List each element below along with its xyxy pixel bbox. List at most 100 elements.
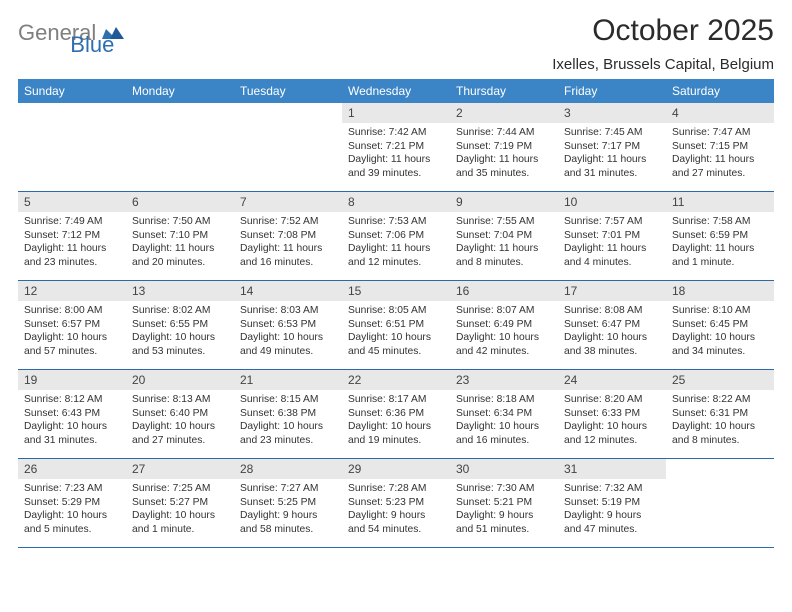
day-cell: 8Sunrise: 7:53 AMSunset: 7:06 PMDaylight… xyxy=(342,192,450,280)
sunset-text: Sunset: 5:23 PM xyxy=(348,496,444,510)
day-number: 24 xyxy=(558,370,666,390)
dow-mon: Monday xyxy=(126,79,234,103)
sunrise-text: Sunrise: 8:20 AM xyxy=(564,393,660,407)
daylight-text: and 31 minutes. xyxy=(24,434,120,448)
daylight-text: and 42 minutes. xyxy=(456,345,552,359)
day-body xyxy=(126,123,234,130)
sunset-text: Sunset: 6:47 PM xyxy=(564,318,660,332)
daylight-text: and 35 minutes. xyxy=(456,167,552,181)
header: General Blue October 2025 Ixelles, Bruss… xyxy=(18,14,774,73)
day-number: 12 xyxy=(18,281,126,301)
daylight-text: and 49 minutes. xyxy=(240,345,336,359)
daylight-text: Daylight: 10 hours xyxy=(564,420,660,434)
sunrise-text: Sunrise: 8:07 AM xyxy=(456,304,552,318)
day-number: 16 xyxy=(450,281,558,301)
day-number: 31 xyxy=(558,459,666,479)
daylight-text: Daylight: 10 hours xyxy=(348,420,444,434)
day-cell: 1Sunrise: 7:42 AMSunset: 7:21 PMDaylight… xyxy=(342,103,450,191)
day-body: Sunrise: 8:00 AMSunset: 6:57 PMDaylight:… xyxy=(18,301,126,362)
brand-blue: Blue xyxy=(70,32,114,58)
sunrise-text: Sunrise: 7:57 AM xyxy=(564,215,660,229)
daylight-text: and 27 minutes. xyxy=(132,434,228,448)
day-cell: 3Sunrise: 7:45 AMSunset: 7:17 PMDaylight… xyxy=(558,103,666,191)
sunset-text: Sunset: 7:08 PM xyxy=(240,229,336,243)
daylight-text: and 39 minutes. xyxy=(348,167,444,181)
sunset-text: Sunset: 6:57 PM xyxy=(24,318,120,332)
day-cell: 30Sunrise: 7:30 AMSunset: 5:21 PMDayligh… xyxy=(450,459,558,547)
sunrise-text: Sunrise: 8:12 AM xyxy=(24,393,120,407)
day-body: Sunrise: 8:18 AMSunset: 6:34 PMDaylight:… xyxy=(450,390,558,451)
daylight-text: and 8 minutes. xyxy=(672,434,768,448)
sunset-text: Sunset: 6:49 PM xyxy=(456,318,552,332)
day-body xyxy=(18,123,126,130)
day-body: Sunrise: 8:15 AMSunset: 6:38 PMDaylight:… xyxy=(234,390,342,451)
daylight-text: and 23 minutes. xyxy=(240,434,336,448)
day-cell xyxy=(18,103,126,191)
sunset-text: Sunset: 5:19 PM xyxy=(564,496,660,510)
day-body: Sunrise: 7:47 AMSunset: 7:15 PMDaylight:… xyxy=(666,123,774,184)
day-cell: 7Sunrise: 7:52 AMSunset: 7:08 PMDaylight… xyxy=(234,192,342,280)
day-body: Sunrise: 7:50 AMSunset: 7:10 PMDaylight:… xyxy=(126,212,234,273)
daylight-text: Daylight: 11 hours xyxy=(240,242,336,256)
daylight-text: and 51 minutes. xyxy=(456,523,552,537)
daylight-text: Daylight: 10 hours xyxy=(132,331,228,345)
daylight-text: Daylight: 10 hours xyxy=(240,420,336,434)
sunrise-text: Sunrise: 7:28 AM xyxy=(348,482,444,496)
daylight-text: and 16 minutes. xyxy=(456,434,552,448)
sunrise-text: Sunrise: 7:30 AM xyxy=(456,482,552,496)
day-cell: 26Sunrise: 7:23 AMSunset: 5:29 PMDayligh… xyxy=(18,459,126,547)
daylight-text: Daylight: 10 hours xyxy=(24,420,120,434)
day-cell: 21Sunrise: 8:15 AMSunset: 6:38 PMDayligh… xyxy=(234,370,342,458)
day-cell: 9Sunrise: 7:55 AMSunset: 7:04 PMDaylight… xyxy=(450,192,558,280)
day-cell: 20Sunrise: 8:13 AMSunset: 6:40 PMDayligh… xyxy=(126,370,234,458)
day-body: Sunrise: 8:02 AMSunset: 6:55 PMDaylight:… xyxy=(126,301,234,362)
sunset-text: Sunset: 6:36 PM xyxy=(348,407,444,421)
sunset-text: Sunset: 6:53 PM xyxy=(240,318,336,332)
day-body: Sunrise: 7:58 AMSunset: 6:59 PMDaylight:… xyxy=(666,212,774,273)
day-body: Sunrise: 8:07 AMSunset: 6:49 PMDaylight:… xyxy=(450,301,558,362)
day-cell xyxy=(666,459,774,547)
day-body: Sunrise: 7:32 AMSunset: 5:19 PMDaylight:… xyxy=(558,479,666,540)
day-cell: 11Sunrise: 7:58 AMSunset: 6:59 PMDayligh… xyxy=(666,192,774,280)
day-number: 23 xyxy=(450,370,558,390)
daylight-text: Daylight: 10 hours xyxy=(456,331,552,345)
daylight-text: Daylight: 11 hours xyxy=(348,153,444,167)
day-body: Sunrise: 7:30 AMSunset: 5:21 PMDaylight:… xyxy=(450,479,558,540)
day-cell: 19Sunrise: 8:12 AMSunset: 6:43 PMDayligh… xyxy=(18,370,126,458)
day-number: 29 xyxy=(342,459,450,479)
day-number: 20 xyxy=(126,370,234,390)
daylight-text: and 54 minutes. xyxy=(348,523,444,537)
day-number: 9 xyxy=(450,192,558,212)
sunrise-text: Sunrise: 8:02 AM xyxy=(132,304,228,318)
daylight-text: Daylight: 11 hours xyxy=(24,242,120,256)
sunset-text: Sunset: 6:33 PM xyxy=(564,407,660,421)
sunset-text: Sunset: 7:19 PM xyxy=(456,140,552,154)
week-row: 19Sunrise: 8:12 AMSunset: 6:43 PMDayligh… xyxy=(18,370,774,459)
day-number: 22 xyxy=(342,370,450,390)
daylight-text: Daylight: 10 hours xyxy=(564,331,660,345)
day-body: Sunrise: 7:55 AMSunset: 7:04 PMDaylight:… xyxy=(450,212,558,273)
daylight-text: Daylight: 10 hours xyxy=(240,331,336,345)
sunset-text: Sunset: 6:31 PM xyxy=(672,407,768,421)
sunrise-text: Sunrise: 7:52 AM xyxy=(240,215,336,229)
title-block: October 2025 Ixelles, Brussels Capital, … xyxy=(552,14,774,73)
dow-fri: Friday xyxy=(558,79,666,103)
day-body: Sunrise: 8:03 AMSunset: 6:53 PMDaylight:… xyxy=(234,301,342,362)
sunset-text: Sunset: 7:15 PM xyxy=(672,140,768,154)
sunset-text: Sunset: 6:38 PM xyxy=(240,407,336,421)
dow-wed: Wednesday xyxy=(342,79,450,103)
location: Ixelles, Brussels Capital, Belgium xyxy=(552,56,774,73)
day-body: Sunrise: 7:44 AMSunset: 7:19 PMDaylight:… xyxy=(450,123,558,184)
daylight-text: and 31 minutes. xyxy=(564,167,660,181)
sunset-text: Sunset: 6:40 PM xyxy=(132,407,228,421)
sunset-text: Sunset: 7:12 PM xyxy=(24,229,120,243)
day-number: 2 xyxy=(450,103,558,123)
daylight-text: and 1 minute. xyxy=(672,256,768,270)
day-body: Sunrise: 7:53 AMSunset: 7:06 PMDaylight:… xyxy=(342,212,450,273)
day-cell: 5Sunrise: 7:49 AMSunset: 7:12 PMDaylight… xyxy=(18,192,126,280)
daylight-text: Daylight: 11 hours xyxy=(672,242,768,256)
sunrise-text: Sunrise: 8:05 AM xyxy=(348,304,444,318)
day-cell: 23Sunrise: 8:18 AMSunset: 6:34 PMDayligh… xyxy=(450,370,558,458)
day-number: 13 xyxy=(126,281,234,301)
day-cell: 16Sunrise: 8:07 AMSunset: 6:49 PMDayligh… xyxy=(450,281,558,369)
